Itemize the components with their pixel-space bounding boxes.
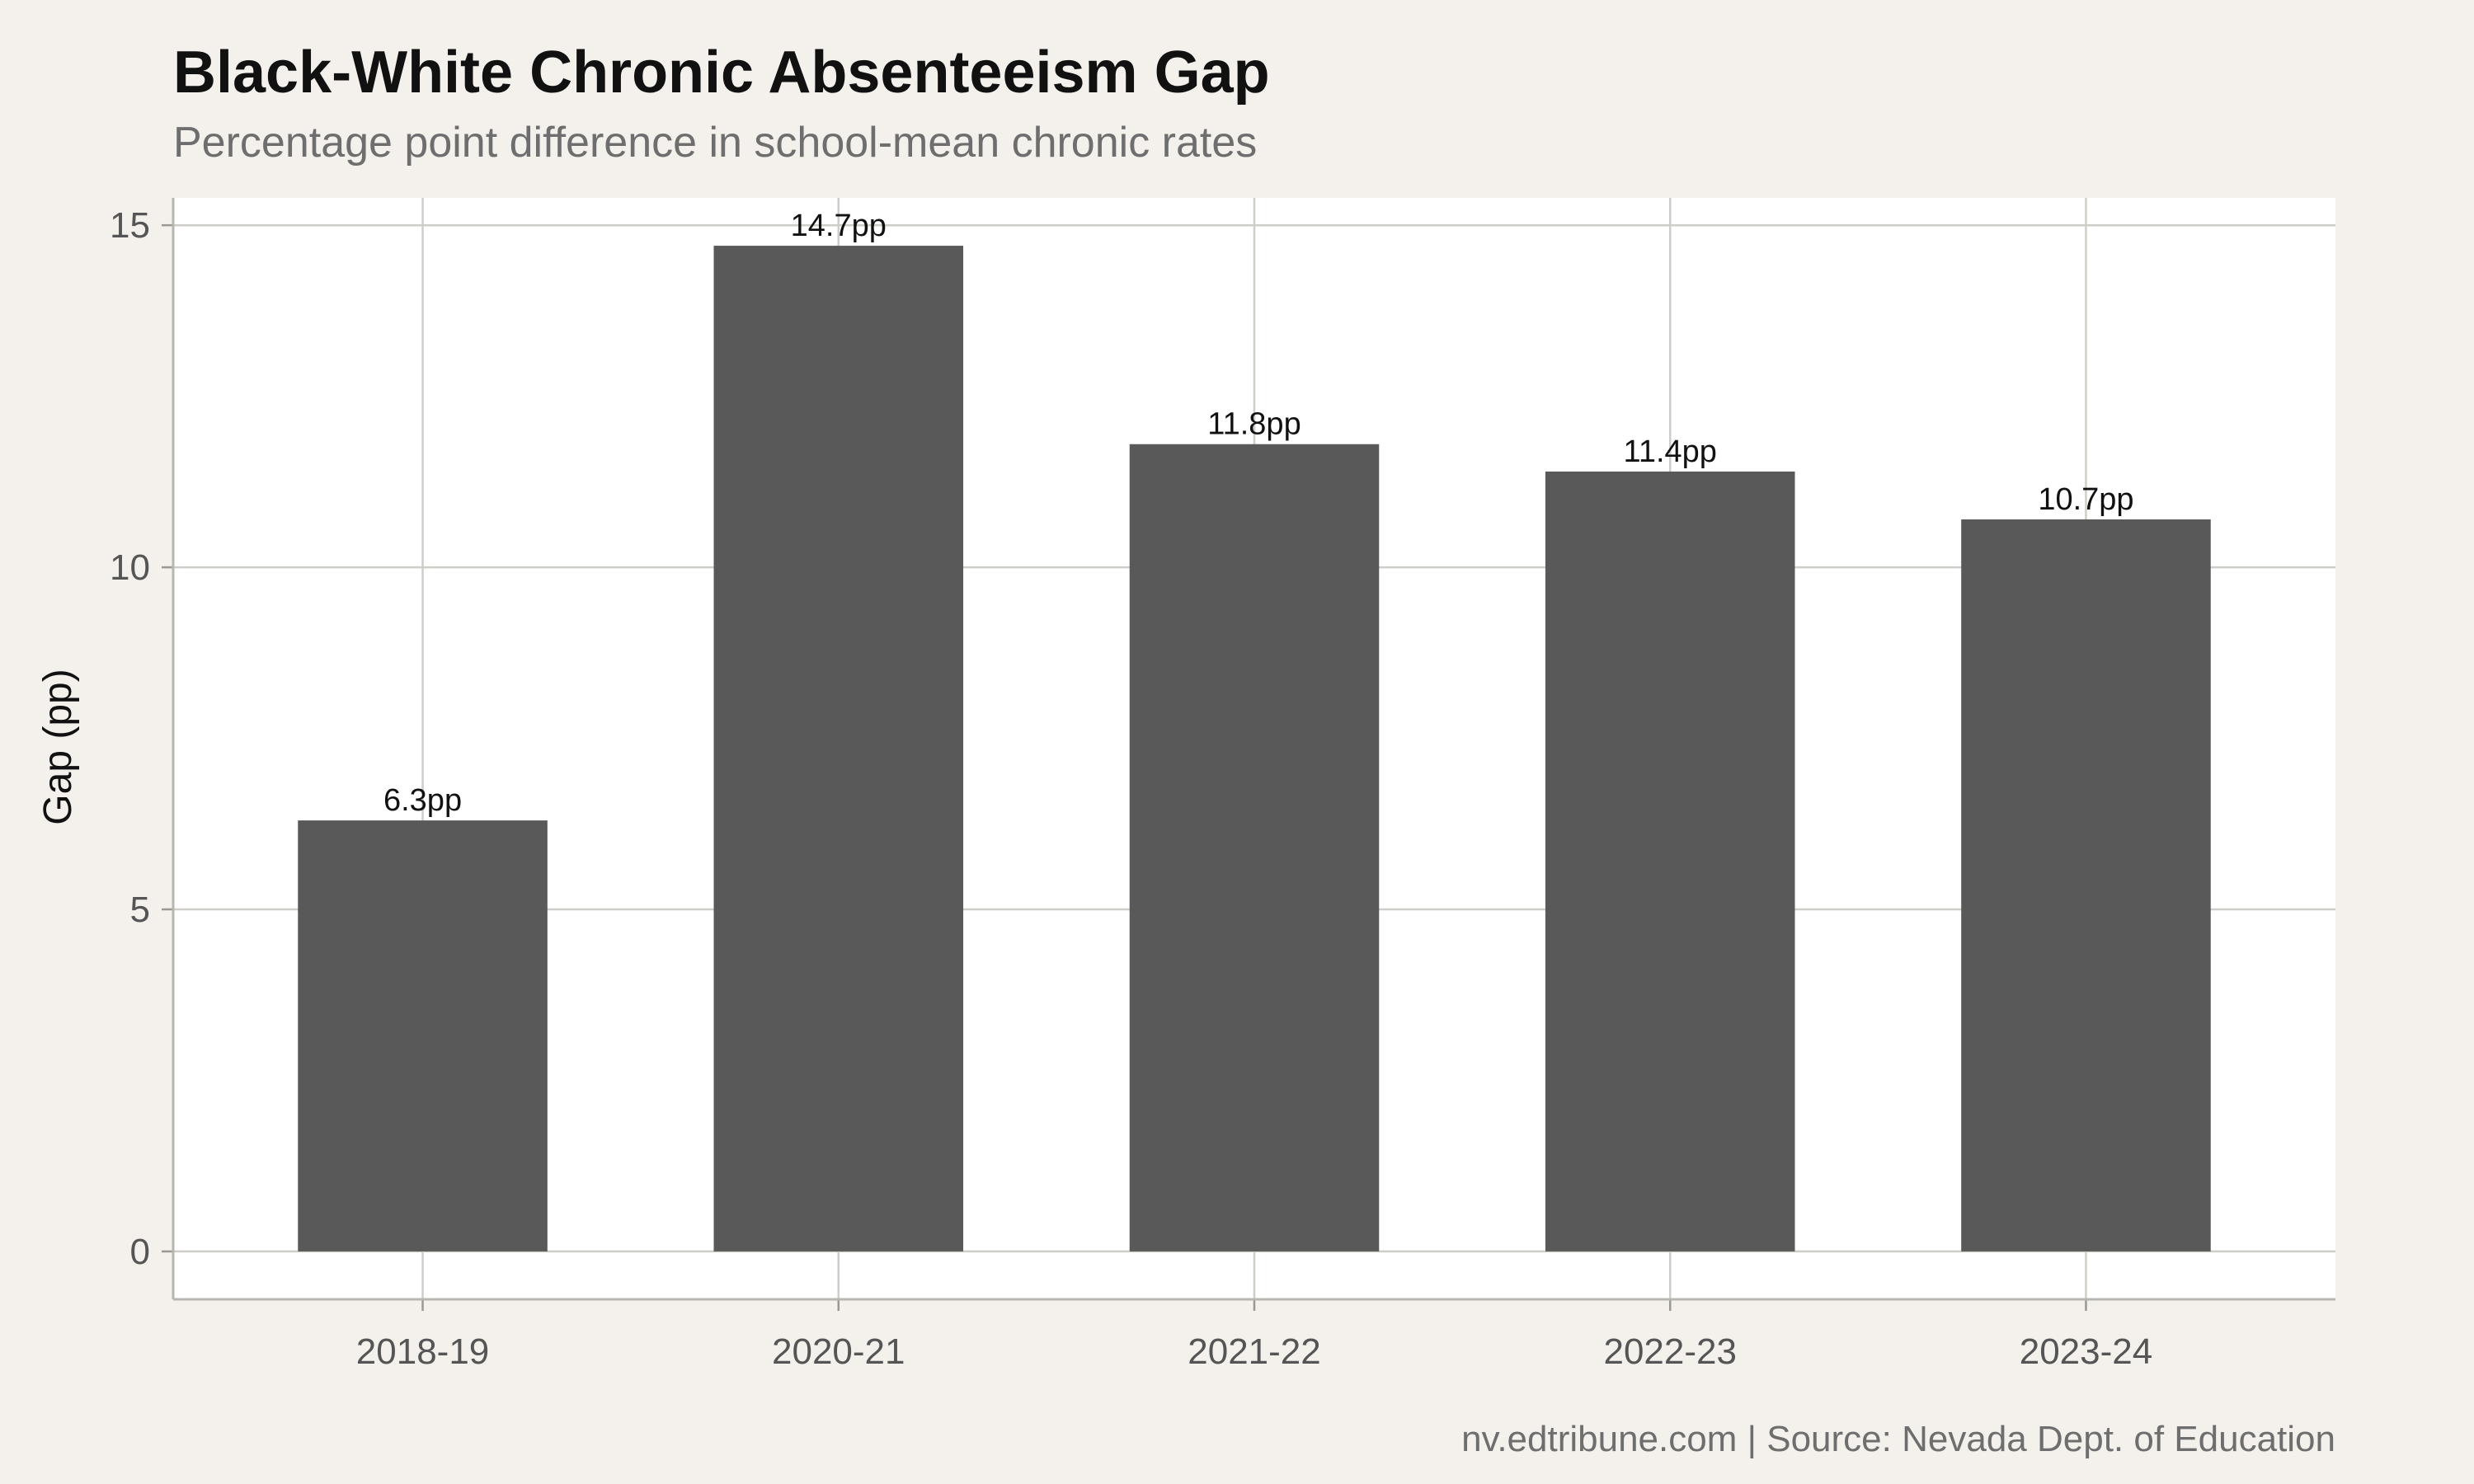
bar-value-label: 11.8pp <box>1207 407 1300 442</box>
x-tick-label: 2022-23 <box>1603 1331 1736 1372</box>
x-tick-label: 2018-19 <box>356 1331 489 1372</box>
bar <box>1129 444 1380 1252</box>
axes: 0 5 10 15 2018-19 2020-21 2021-22 2022-23 2023-2… <box>110 198 2335 1372</box>
chart-subtitle: Percentage point difference in school-me… <box>173 119 1257 167</box>
bar <box>1545 471 1795 1252</box>
bar <box>713 246 964 1252</box>
y-tick-label: 15 <box>110 205 150 246</box>
bars <box>298 246 2211 1252</box>
y-tick-label: 10 <box>110 547 150 588</box>
y-tick-label: 0 <box>130 1232 150 1272</box>
bar-value-label: 11.4pp <box>1624 434 1717 469</box>
chart-caption: nv.edtribune.com | Source: Nevada Dept. … <box>1461 1419 2335 1459</box>
x-tick-label: 2021-22 <box>1188 1331 1320 1372</box>
bar <box>1961 519 2211 1252</box>
bar-value-labels: 6.3pp 14.7pp 11.8pp 11.4pp 10.7pp <box>383 209 2134 818</box>
x-tick-label: 2023-24 <box>2020 1331 2152 1372</box>
bar-value-label: 10.7pp <box>2038 482 2133 517</box>
bar <box>298 820 548 1252</box>
y-axis-title: Gap (pp) <box>36 669 80 824</box>
y-tick-label: 5 <box>130 890 150 930</box>
x-tick-label: 2020-21 <box>772 1331 905 1372</box>
bar-value-label: 6.3pp <box>383 783 462 818</box>
chart-title: Black-White Chronic Absenteeism Gap <box>173 40 1270 106</box>
bar-value-label: 14.7pp <box>791 209 887 243</box>
